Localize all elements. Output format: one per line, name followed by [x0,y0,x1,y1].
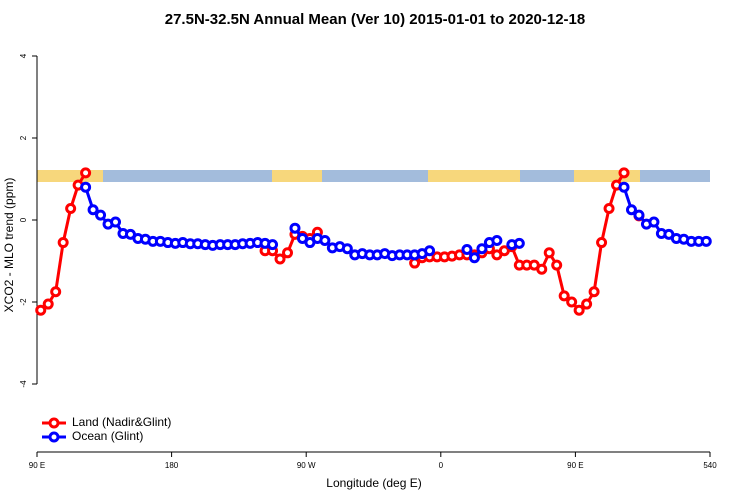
point [50,286,62,298]
point [267,239,279,251]
point [633,209,645,221]
y-axis-label: XCO2 - MLO trend (ppm) [2,178,16,313]
y-tick-label: 0 [19,217,28,222]
point [551,259,563,271]
point [87,204,99,216]
x-tick-label: 180 [165,461,179,470]
point [558,290,570,302]
point [536,263,548,275]
point [700,235,712,247]
x-tick-label: 540 [703,461,717,470]
point [289,222,301,234]
point [57,237,69,249]
point [80,167,92,179]
point [274,253,286,265]
point [648,216,660,228]
point [282,247,294,259]
point [319,235,331,246]
x-tick-label: 90 E [29,461,45,470]
point [618,181,630,193]
point [588,286,600,298]
point [625,204,637,216]
x-tick-label: 0 [439,461,444,470]
x-tick-label: 90 W [297,461,316,470]
point [424,245,436,257]
point [42,298,54,310]
legend-label: Land (Nadir&Glint) [72,415,171,429]
point [35,304,47,316]
x-axis-label: Longitude (deg E) [326,476,421,490]
legend-marker [48,431,60,443]
point [95,209,107,221]
chart-title: 27.5N-32.5N Annual Mean (Ver 10) 2015-01… [165,11,585,28]
x-tick-label: 90 E [567,461,583,470]
point [65,203,77,215]
y-tick-label: -2 [19,298,28,306]
point [461,244,473,256]
point [476,243,488,255]
legend-label: Ocean (Glint) [72,429,143,443]
point [581,298,593,310]
legend-marker [48,417,60,429]
point [566,296,578,308]
point [596,237,608,249]
y-tick-label: -4 [19,380,28,388]
point [543,247,555,259]
point [603,203,615,215]
point [618,167,630,179]
point [491,235,503,246]
point [341,243,353,255]
point [573,304,585,316]
point [110,216,122,228]
point [80,181,92,193]
point [513,237,525,249]
y-tick-label: 4 [19,53,28,58]
map-strip [37,170,710,182]
point [468,252,480,264]
y-tick-label: 2 [19,135,28,140]
